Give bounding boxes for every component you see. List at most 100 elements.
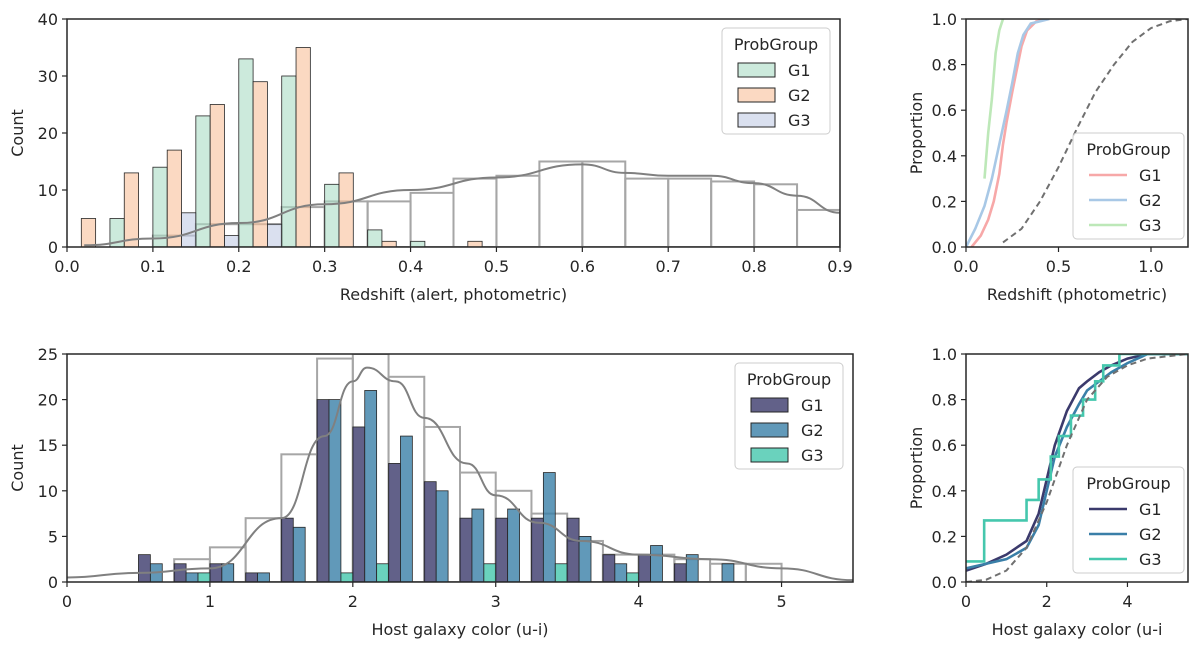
legend-swatch-G2: [737, 87, 776, 103]
bar-G2: [685, 554, 699, 582]
y-tick-label: 40: [38, 10, 58, 29]
bar-G3: [376, 563, 389, 582]
plot-area: [966, 19, 1188, 247]
overall-outline-bar: [452, 177, 498, 247]
bar-G1: [138, 554, 151, 582]
cdf-line-G1: [970, 19, 1050, 247]
legend-entry-G2: G2: [1139, 191, 1162, 210]
x-tick-label: 0.0: [54, 257, 79, 276]
bar-G1: [566, 517, 580, 582]
x-tick-label: 3: [491, 592, 501, 611]
legend: ProbGroup G1 G2 G3: [1072, 132, 1185, 240]
overall-outline-bar: [667, 177, 713, 247]
bar-G3: [340, 572, 354, 582]
bar-G2: [252, 81, 268, 247]
x-tick-label: 0.2: [226, 257, 251, 276]
bar-G2: [123, 172, 139, 247]
x-tick-label: 0.9: [827, 257, 852, 276]
y-tick-label: 1.0: [932, 345, 957, 364]
bar-G2: [435, 490, 449, 582]
x-tick-label: 0: [961, 592, 971, 611]
legend-swatch-G3: [750, 447, 789, 463]
legend-box: [721, 27, 831, 135]
legend-swatch-G1: [750, 397, 789, 413]
legend-entry-G1: G1: [801, 396, 824, 415]
y-tick-label: 20: [38, 391, 58, 410]
legend-entry-G2: G2: [801, 421, 824, 440]
legend-swatch-G1: [737, 62, 776, 78]
legend-entry-G2: G2: [1139, 525, 1162, 544]
legend: ProbGroup G1 G2 G3: [734, 362, 844, 470]
kde-line: [67, 366, 853, 582]
legend-swatch-G2: [750, 422, 789, 438]
bar-G1: [423, 481, 437, 582]
y-tick-label: 0.6: [932, 436, 957, 455]
x-tick-label: 0.5: [484, 257, 509, 276]
y-tick-label: 0: [48, 238, 58, 257]
legend-entry-G1: G1: [1139, 166, 1162, 185]
bar-G1: [352, 426, 366, 582]
overall-outline-bar: [744, 562, 783, 582]
y-tick-label: 10: [38, 181, 58, 200]
y-tick-label: 0.8: [932, 56, 957, 75]
bar-G3: [626, 572, 640, 582]
y-axis-label: Proportion: [907, 427, 926, 510]
kde-line: [84, 163, 840, 247]
reference-cdf-line: [1002, 19, 1188, 244]
cdf-line-G3: [966, 354, 1188, 563]
bar-G1: [316, 399, 330, 582]
plot-area: [67, 354, 853, 582]
x-axis-label: Redshift (alert, photometric): [340, 285, 567, 304]
cdf-line-G2: [966, 354, 1188, 570]
overall-outline-bar: [753, 183, 799, 247]
reference-cdf-line: [966, 354, 1188, 582]
y-tick-label: 0: [48, 573, 58, 592]
bar-G3: [554, 563, 568, 582]
y-tick-label: 0.2: [932, 527, 957, 546]
bar-G3: [224, 235, 240, 247]
bar-G2: [80, 218, 97, 247]
y-tick-label: 0.2: [932, 192, 957, 211]
bar-G2: [471, 508, 485, 582]
bar-G1: [459, 517, 473, 582]
axes-frame: [66, 18, 841, 248]
bar-G2: [166, 149, 182, 247]
x-tick-label: 5: [776, 592, 786, 611]
y-tick-label: 0.4: [932, 147, 957, 166]
overall-outline-bar: [409, 191, 455, 247]
bar-G2: [257, 572, 270, 582]
legend-box: [1072, 466, 1185, 574]
y-tick-label: 5: [48, 527, 58, 546]
bar-G2: [209, 104, 225, 247]
legend-entry-G3: G3: [788, 111, 811, 130]
bar-G1: [602, 554, 616, 582]
y-axis-label: Count: [8, 444, 27, 492]
x-tick-label: 0: [62, 592, 72, 611]
x-tick-label: 0.6: [570, 257, 595, 276]
legend-title: ProbGroup: [734, 35, 818, 54]
legend-entry-G3: G3: [1139, 550, 1162, 569]
bar-G1: [173, 563, 187, 582]
x-tick-label: 2: [348, 592, 358, 611]
x-tick-label: 0.0: [953, 257, 978, 276]
legend-title: ProbGroup: [1086, 140, 1170, 159]
legend-box: [734, 362, 844, 470]
bar-G2: [328, 399, 342, 582]
bar-G1: [245, 572, 258, 582]
legend: ProbGroup G1 G2 G3: [721, 27, 831, 135]
overall-outline-bar: [796, 208, 840, 247]
legend-entry-G3: G3: [1139, 216, 1162, 235]
bar-G2: [614, 563, 628, 582]
x-axis-label: Redshift (photometric): [987, 285, 1167, 304]
x-tick-label: 0.8: [741, 257, 766, 276]
bar-G3: [197, 572, 211, 582]
axes-frame: [965, 18, 1189, 248]
bar-G2: [292, 526, 306, 582]
y-tick-label: 0.6: [932, 101, 957, 120]
cdf-line-G3: [983, 19, 1005, 179]
bar-G3: [483, 563, 497, 582]
legend-entry-G1: G1: [1139, 500, 1162, 519]
legend-entry-G2: G2: [788, 86, 811, 105]
overall-outline-bar: [538, 160, 584, 247]
